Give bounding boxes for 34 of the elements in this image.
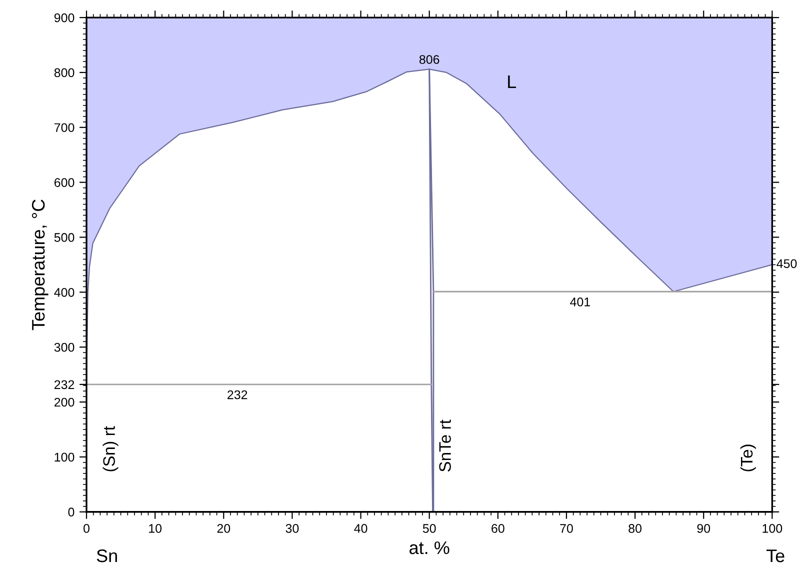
- y-axis-title: Temperature, °C: [32, 200, 48, 330]
- x-axis-title: at. %: [410, 541, 450, 554]
- annotation: 401: [570, 298, 590, 306]
- x-tick-label: 0: [84, 524, 90, 533]
- y-tick-label: 600: [54, 178, 74, 187]
- annotation: 450: [776, 259, 797, 268]
- y-tick-label: 700: [54, 123, 74, 132]
- annotation: L: [508, 76, 516, 88]
- y-tick-label: 500: [54, 233, 74, 242]
- text: Sn: [96, 549, 117, 562]
- x-tick-label: 60: [492, 524, 504, 533]
- x-tick-label: 40: [354, 524, 368, 533]
- y-tick-label: 800: [54, 68, 74, 78]
- y-tick-label: 232: [54, 380, 74, 390]
- annotation: 806: [419, 55, 440, 64]
- y-tick-label: 400: [54, 288, 74, 297]
- annotation: (Te): [740, 444, 756, 472]
- annotation: (Sn) rt: [102, 426, 118, 472]
- x-tick-label: 10: [149, 524, 162, 533]
- x-tick-label: 80: [628, 524, 642, 533]
- y-tick-label: 100: [54, 452, 74, 462]
- x-tick-label: 20: [217, 524, 230, 533]
- annotation: SnTe rt: [439, 420, 451, 472]
- x-tick-label: 30: [286, 524, 299, 533]
- x-tick-label: 70: [560, 524, 573, 533]
- y-tick-label: 200: [54, 398, 74, 407]
- y-tick-label: 300: [54, 342, 74, 352]
- x-tick-label: 90: [697, 524, 710, 533]
- y-tick-label: 0: [68, 508, 74, 517]
- annotation: 232: [228, 390, 248, 400]
- y-tick-label: 900: [54, 13, 74, 22]
- x-tick-label: 50: [422, 524, 436, 533]
- text: Te: [766, 550, 784, 562]
- x-tick-label: 100: [762, 524, 782, 533]
